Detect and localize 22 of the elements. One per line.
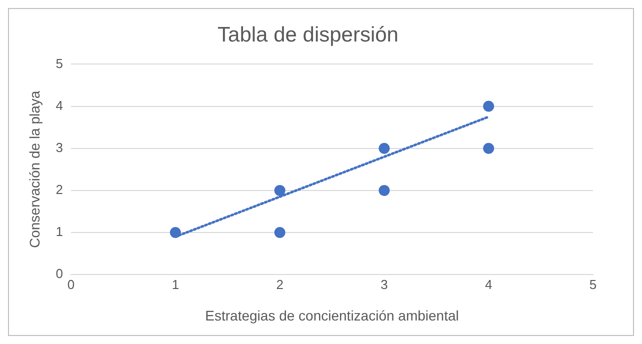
point (170, 227, 181, 238)
chart-title: Tabla de dispersión (218, 23, 398, 46)
x-axis-title: Estrategias de concientización ambiental (205, 307, 459, 324)
x-tick-label: 5 (589, 276, 597, 292)
y-tick-label: 2 (56, 182, 64, 198)
point (378, 184, 390, 196)
y-tick-label: 1 (56, 224, 64, 240)
x-tick-label: 1 (172, 276, 180, 292)
point (274, 184, 286, 196)
x-tick-label: 0 (67, 276, 75, 292)
x-tick-label: 3 (380, 276, 388, 292)
y-tick-label: 0 (56, 266, 64, 282)
y-tick-label: 5 (56, 56, 64, 71)
x-tick-label: 2 (276, 276, 284, 292)
x-tick-label: 4 (484, 276, 492, 292)
point (483, 142, 494, 154)
point (378, 142, 390, 154)
y-tick-label: 4 (56, 98, 64, 113)
point (483, 100, 494, 112)
point (274, 227, 286, 238)
y-axis-title: Conservación de la playa (26, 90, 42, 248)
y-tick-label: 3 (56, 140, 64, 155)
